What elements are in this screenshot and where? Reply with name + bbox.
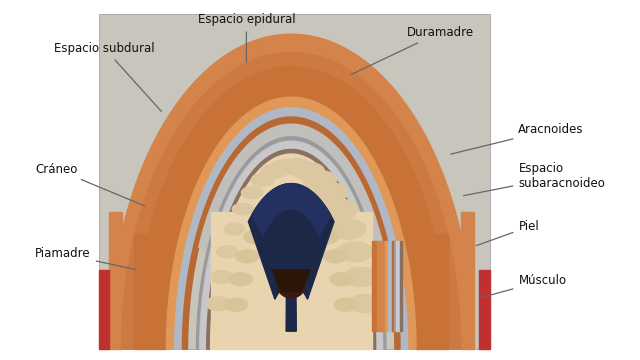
Bar (211, 212, 372, 349)
Circle shape (285, 199, 308, 212)
Polygon shape (252, 184, 331, 235)
Polygon shape (109, 34, 474, 349)
Text: Espacio epidural: Espacio epidural (198, 13, 295, 62)
Circle shape (313, 183, 348, 202)
Polygon shape (196, 137, 386, 349)
Circle shape (330, 219, 366, 239)
Circle shape (261, 164, 286, 178)
Polygon shape (182, 117, 400, 349)
Circle shape (229, 273, 252, 286)
Bar (394, 241, 396, 331)
Circle shape (324, 250, 347, 263)
Circle shape (206, 297, 230, 311)
Bar (134, 234, 166, 349)
Bar (400, 241, 402, 331)
Circle shape (307, 215, 330, 228)
Polygon shape (272, 270, 310, 292)
Circle shape (293, 162, 324, 180)
Bar (385, 241, 388, 331)
Polygon shape (248, 184, 334, 299)
Polygon shape (286, 187, 296, 331)
Circle shape (296, 205, 319, 218)
Circle shape (225, 298, 248, 311)
Text: Músculo: Músculo (479, 274, 566, 298)
Text: Cráneo: Cráneo (35, 163, 145, 206)
Text: Aracnoides: Aracnoides (451, 123, 584, 154)
Bar (416, 234, 448, 349)
Bar (388, 241, 392, 331)
Circle shape (244, 230, 267, 243)
Circle shape (253, 215, 276, 228)
Circle shape (282, 159, 312, 175)
Polygon shape (207, 149, 376, 349)
Circle shape (252, 174, 274, 186)
Polygon shape (193, 108, 390, 220)
Text: Piamadre: Piamadre (35, 247, 135, 269)
Polygon shape (199, 124, 383, 253)
Bar (479, 270, 490, 349)
Circle shape (236, 250, 259, 263)
Circle shape (241, 186, 263, 199)
Bar (377, 241, 385, 331)
Text: Piel: Piel (476, 220, 539, 246)
Bar (392, 241, 394, 331)
Text: Espacio
subaracnoideo: Espacio subaracnoideo (463, 162, 605, 196)
Circle shape (274, 199, 297, 212)
Ellipse shape (278, 274, 305, 298)
Bar (396, 241, 400, 331)
Polygon shape (166, 97, 416, 349)
Circle shape (303, 171, 337, 189)
Polygon shape (175, 108, 408, 349)
Circle shape (316, 230, 339, 243)
Circle shape (232, 203, 253, 215)
Circle shape (335, 298, 358, 311)
Polygon shape (134, 67, 448, 349)
Circle shape (337, 242, 372, 262)
Bar (99, 14, 490, 349)
Polygon shape (211, 154, 372, 349)
Circle shape (217, 246, 238, 258)
Text: Espacio subdural: Espacio subdural (54, 42, 161, 111)
Circle shape (263, 205, 286, 218)
Bar (99, 270, 109, 349)
Circle shape (272, 159, 299, 175)
Polygon shape (122, 52, 461, 349)
Circle shape (211, 270, 233, 283)
Bar (372, 241, 377, 331)
Circle shape (348, 295, 380, 313)
Text: Duramadre: Duramadre (351, 26, 474, 75)
Polygon shape (200, 141, 383, 349)
Bar (109, 212, 122, 349)
Circle shape (344, 267, 378, 286)
Circle shape (224, 223, 244, 235)
Circle shape (322, 199, 358, 219)
Bar (461, 212, 474, 349)
Circle shape (330, 273, 353, 286)
